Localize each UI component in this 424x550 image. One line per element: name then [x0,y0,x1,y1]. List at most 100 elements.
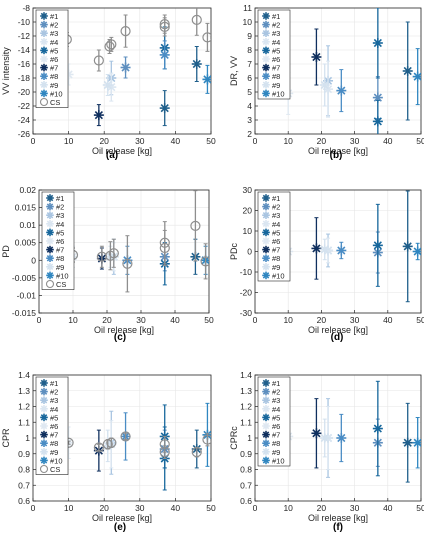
legend-label: #3 [272,29,280,38]
y-tick-label: 0.015 [15,203,37,213]
legend-label: #2 [272,21,280,30]
legend-label: #9 [272,263,280,272]
x-tick-label: 10 [68,315,78,325]
x-tick-label: 20 [102,315,112,325]
legend-label: #5 [272,413,280,422]
legend-marker-star [262,194,270,202]
y-tick-label: 0.9 [240,449,252,459]
data-point-star [93,110,104,121]
x-tick-label: 30 [135,503,145,513]
y-tick-label: 1.4 [18,370,30,380]
legend-label: #4 [272,220,280,229]
legend-label: #3 [272,396,280,405]
data-point-star [319,433,330,443]
legend-marker-star [262,456,270,465]
y-tick-label: -22 [18,101,31,111]
y-axis-label: CPRc [229,426,239,450]
y-tick-label: -20 [240,288,253,298]
legend-marker-star [40,422,48,430]
x-tick-label: 0 [253,315,258,325]
y-tick-label: 1.4 [240,370,252,380]
data-point-circle [108,248,119,259]
data-point-circle [200,256,209,267]
x-tick-label: 20 [317,503,327,513]
data-point-circle [191,14,202,25]
x-axis-label: Oil release [kg] [94,325,154,335]
legend-marker-star [262,396,270,404]
data-point-star [372,423,383,434]
data-point-star [372,116,383,127]
data-point-star [159,103,170,114]
legend: #1#2#3#4#5#6#7#8#9#10 [257,9,291,100]
x-tick-label: 40 [383,136,393,146]
legend-label: #1 [272,194,280,203]
legend-marker-star [262,220,270,228]
x-tick-label: 0 [31,503,36,513]
x-tick-label: 40 [170,315,180,325]
data-point-star [402,66,413,76]
legend-label: #2 [272,203,280,212]
legend-label: CS [50,98,60,107]
y-axis-label: PD [1,245,11,258]
x-tick-label: 30 [135,136,145,146]
data-point-star [159,49,170,60]
data-point-star [336,85,347,96]
data-point-circle [191,447,202,458]
data-point-star [336,433,347,443]
y-tick-label: 5 [247,87,252,97]
legend: #1#2#3#4#5#6#7#8#9#10 [257,191,291,282]
x-axis-label: Oil release [kg] [92,513,152,523]
x-tick-label: 10 [64,503,74,513]
legend-label: #10 [56,271,69,280]
data-point-circle [159,242,170,254]
y-tick-label: -10 [240,267,253,277]
legend-label: #1 [50,12,58,21]
x-tick-label: 0 [31,136,36,146]
legend-marker-star [40,456,48,465]
data-point-circle [202,32,211,43]
legend-marker-star [262,254,270,262]
data-point-circle [106,39,117,50]
legend-marker-star [46,245,54,254]
x-tick-label: 20 [99,503,109,513]
legend-label: #6 [272,237,280,246]
axes-box [32,7,212,135]
x-axis-label: Oil release [kg] [308,513,368,523]
data-point-circle [122,258,133,269]
legend-marker-star [262,263,270,271]
y-tick-label: 9 [247,31,252,41]
legend-label: #8 [272,72,280,81]
x-tick-label: 0 [253,503,258,513]
legend-marker-star [46,211,54,219]
legend-label: #2 [50,388,58,397]
data-point-circle [105,250,116,261]
legend-label: #7 [272,64,280,73]
legend-marker-star [46,228,54,237]
data-point-circle [190,220,201,231]
y-tick-label: -10 [18,17,31,27]
legend-label: #8 [272,254,280,263]
x-tick-label: 10 [283,315,293,325]
legend-marker-star [46,202,54,211]
legend-label: #5 [272,46,280,55]
legend-marker-star [40,387,48,396]
data-point-star [311,243,322,254]
legend-label: #3 [50,396,58,405]
axes-box [38,189,210,314]
data-point-circle [120,26,131,37]
panel-caption: (f) [333,522,343,533]
legend-marker-star [46,194,54,202]
y-tick-label: 0 [247,247,252,257]
chart-panel-a: 0 10 20 30 40 50 -26 -24 -22 -20 -18 -16 -14 -12 -10 -8… [1,3,216,161]
y-tick-label: 10 [243,226,253,236]
x-tick-label: 20 [99,136,109,146]
y-tick-label: 0.005 [15,238,37,248]
x-tick-label: 30 [350,315,360,325]
y-tick-label: -30 [240,308,253,318]
x-tick-label: 20 [317,136,327,146]
y-tick-label: 0.02 [19,185,36,195]
data-point-star [311,52,322,62]
